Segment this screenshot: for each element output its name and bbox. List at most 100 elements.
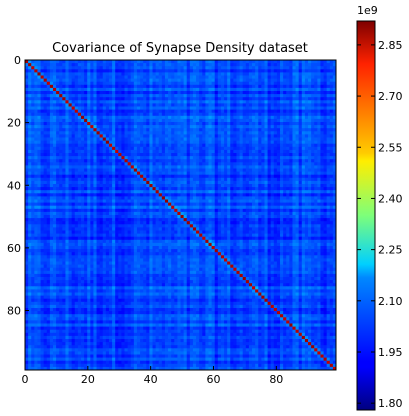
heatmap-cell — [255, 193, 259, 197]
heatmap-cell — [214, 180, 219, 185]
heatmap-cell — [84, 199, 88, 203]
heatmap-cell — [180, 171, 185, 176]
heatmap-cell — [102, 199, 107, 203]
heatmap-cell — [286, 100, 290, 104]
heatmap-cell — [28, 177, 32, 182]
heatmap-cell — [161, 211, 166, 216]
heatmap-cell — [308, 177, 312, 182]
heatmap-cell — [127, 131, 132, 135]
heatmap-cell — [62, 199, 66, 203]
heatmap-cell — [65, 165, 69, 169]
heatmap-cell — [164, 106, 169, 110]
heatmap-cell — [301, 69, 306, 73]
heatmap-cell — [202, 87, 206, 92]
heatmap-cell — [37, 91, 41, 95]
heatmap-cell — [220, 112, 225, 117]
heatmap-cell — [31, 115, 35, 120]
heatmap-cell — [242, 162, 247, 166]
heatmap-cell — [220, 205, 225, 210]
heatmap-cell — [304, 174, 309, 179]
heatmap-cell — [273, 122, 278, 126]
heatmap-cell — [34, 174, 38, 179]
heatmap-cell — [96, 199, 101, 203]
heatmap-cell — [146, 125, 150, 129]
heatmap-cell — [332, 131, 337, 135]
heatmap-cell — [267, 112, 272, 117]
heatmap-cell — [295, 78, 300, 83]
heatmap-cell — [93, 156, 97, 160]
heatmap-cell — [108, 78, 113, 83]
heatmap-cell — [323, 149, 328, 154]
heatmap-cell — [230, 199, 234, 203]
heatmap-cell — [236, 122, 240, 126]
heatmap-cell — [124, 174, 129, 179]
heatmap-cell — [105, 199, 110, 203]
heatmap-cell — [31, 153, 35, 157]
heatmap-cell — [205, 162, 209, 166]
heatmap-cell — [65, 177, 69, 182]
heatmap-cell — [149, 174, 153, 179]
heatmap-cell — [112, 112, 116, 117]
heatmap-cell — [40, 143, 45, 148]
heatmap-cell — [199, 66, 203, 70]
heatmap-cell — [127, 100, 132, 104]
heatmap-cell — [255, 100, 259, 104]
heatmap-cell — [261, 60, 265, 64]
heatmap-cell — [258, 199, 262, 203]
heatmap-cell — [46, 159, 51, 163]
heatmap-cell — [205, 118, 209, 123]
heatmap-cell — [261, 205, 265, 210]
heatmap-cell — [186, 140, 191, 145]
heatmap-cell — [49, 199, 54, 203]
heatmap-cell — [199, 208, 203, 213]
heatmap-cell — [121, 205, 125, 210]
heatmap-cell — [28, 122, 32, 126]
heatmap-cell — [174, 63, 178, 67]
heatmap-cell — [65, 137, 69, 141]
heatmap-cell — [121, 84, 125, 89]
heatmap-cell — [196, 202, 200, 207]
heatmap-cell — [168, 137, 172, 141]
heatmap-cell — [168, 69, 172, 73]
heatmap-cell — [224, 60, 228, 64]
heatmap-cell — [155, 184, 160, 188]
heatmap-cell — [52, 84, 57, 89]
heatmap-cell — [314, 199, 318, 203]
heatmap-cell — [211, 202, 216, 207]
heatmap-cell — [252, 211, 256, 216]
heatmap-cell — [270, 190, 275, 194]
heatmap-cell — [40, 112, 45, 117]
heatmap-cell — [202, 140, 206, 145]
heatmap-cell — [264, 122, 268, 126]
heatmap-cell — [211, 193, 216, 197]
heatmap-cell — [25, 131, 29, 135]
heatmap-cell — [143, 115, 147, 120]
heatmap-cell — [164, 146, 169, 151]
heatmap-cell — [140, 149, 144, 154]
heatmap-cell — [143, 168, 147, 172]
heatmap-cell — [230, 149, 234, 154]
heatmap-cell — [37, 196, 41, 200]
heatmap-cell — [84, 122, 88, 126]
heatmap-cell — [311, 156, 315, 160]
heatmap-cell — [37, 97, 41, 101]
heatmap-cell — [270, 109, 275, 114]
heatmap-cell — [230, 140, 234, 145]
heatmap-cell — [133, 63, 138, 67]
heatmap-cell — [301, 140, 306, 145]
heatmap-cell — [52, 118, 57, 123]
heatmap-cell — [252, 190, 256, 194]
heatmap-cell — [196, 112, 200, 117]
heatmap-cell — [261, 100, 265, 104]
heatmap-cell — [202, 69, 206, 73]
heatmap-cell — [56, 84, 60, 89]
heatmap-cell — [196, 159, 200, 163]
heatmap-cell — [258, 187, 262, 191]
heatmap-cell — [214, 168, 219, 172]
heatmap-cell — [112, 143, 116, 148]
heatmap-cell — [99, 171, 104, 176]
heatmap-cell — [49, 100, 54, 104]
heatmap-cell — [140, 94, 144, 98]
heatmap-cell — [149, 187, 153, 191]
